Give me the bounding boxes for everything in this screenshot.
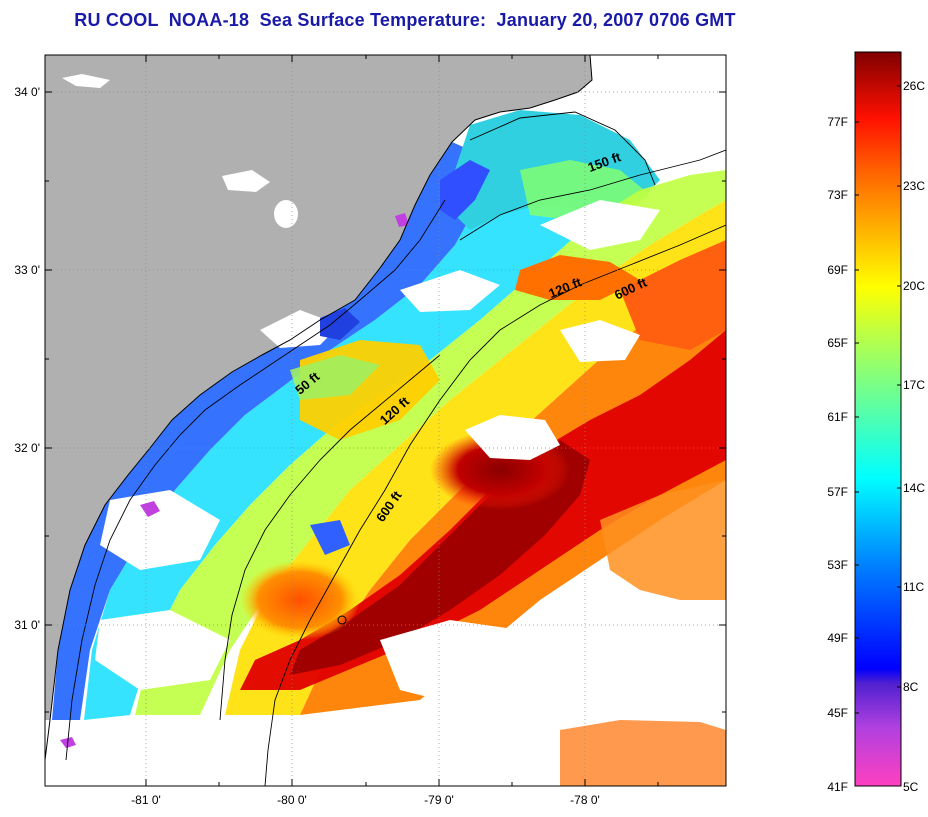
colorbar-fahrenheit-label: 65F: [827, 336, 848, 350]
cloud-patch: [465, 415, 560, 460]
cloud-patch: [620, 60, 726, 160]
longitude-label: -80 0': [277, 793, 307, 807]
graticule: [45, 55, 726, 786]
colorbar-celsius-label: 5C: [903, 780, 919, 794]
colorbar-fahrenheit-label: 69F: [827, 263, 848, 277]
longitude-label: -81 0': [131, 793, 161, 807]
lake-spot: [62, 74, 110, 88]
speckled-warm-water: [600, 480, 726, 600]
colorbar-fahrenheit-label: 61F: [827, 410, 848, 424]
colorbar-ticks: [855, 85, 901, 714]
isobath-50ft: [65, 111, 656, 761]
colorbar-fahrenheit-label: 49F: [827, 631, 848, 645]
lake-spot: [222, 170, 270, 192]
isobath-600ft: [264, 224, 726, 786]
axis-ticks: [45, 55, 726, 786]
cloud-patch: [560, 570, 726, 705]
map-content: [45, 55, 726, 786]
colorbar-celsius-label: 20C: [903, 279, 925, 293]
cloud-patch: [540, 200, 660, 250]
station-marker: [337, 615, 347, 625]
cloud-patch: [45, 720, 726, 786]
bay-blue-core: [320, 308, 360, 340]
latitude-label: 34 0': [14, 85, 40, 99]
map-title: RU COOL NOAA-18 Sea Surface Temperature:…: [74, 10, 736, 30]
speckled-warm-water: [560, 720, 726, 786]
colorbar-fahrenheit-label: 57F: [827, 485, 848, 499]
latitude-label: 33 0': [14, 263, 40, 277]
cloud-patch: [560, 320, 640, 362]
green-patch-central: [290, 355, 380, 400]
bay-blue-core: [440, 160, 490, 220]
longitude-label: -78 0': [570, 793, 600, 807]
cloud-patch: [380, 620, 560, 705]
colorbar-celsius-label: 26C: [903, 79, 925, 93]
cold-coastal-band: [52, 142, 500, 720]
lake-spot: [274, 200, 298, 228]
orange-band-east: [620, 240, 726, 350]
latitude-label: 31 0': [14, 618, 40, 632]
colorbar: [854, 51, 902, 787]
latitude-label: 32 0': [14, 441, 40, 455]
orange-band-north: [515, 255, 640, 300]
colorbar-fahrenheit-label: 77F: [827, 115, 848, 129]
colorbar-fahrenheit-label: 41F: [827, 780, 848, 794]
isobath-120ft: [219, 149, 726, 721]
cloud-patch: [100, 490, 220, 570]
cyan-shelf-water: [84, 160, 640, 720]
colorbar-fahrenheit-label: 45F: [827, 706, 848, 720]
cloud-patch: [400, 270, 500, 312]
warm-glow-blob: [240, 560, 360, 640]
colorbar-celsius-label: 23C: [903, 179, 925, 193]
map-frame: [44, 54, 727, 787]
coastline: [45, 55, 593, 761]
colorbar-fahrenheit-label: 53F: [827, 558, 848, 572]
colorbar-celsius-label: 14C: [903, 481, 925, 495]
colorbar-celsius-label: 8C: [903, 680, 919, 694]
colorbar-celsius-label: 11C: [903, 580, 924, 594]
land-mass: [45, 55, 592, 760]
colorbar-fahrenheit-label: 73F: [827, 188, 848, 202]
cloud-patch: [95, 610, 230, 690]
bay-blue-core: [310, 520, 350, 555]
longitude-label: -79 0': [424, 793, 454, 807]
colorbar-celsius-label: 17C: [903, 378, 925, 392]
